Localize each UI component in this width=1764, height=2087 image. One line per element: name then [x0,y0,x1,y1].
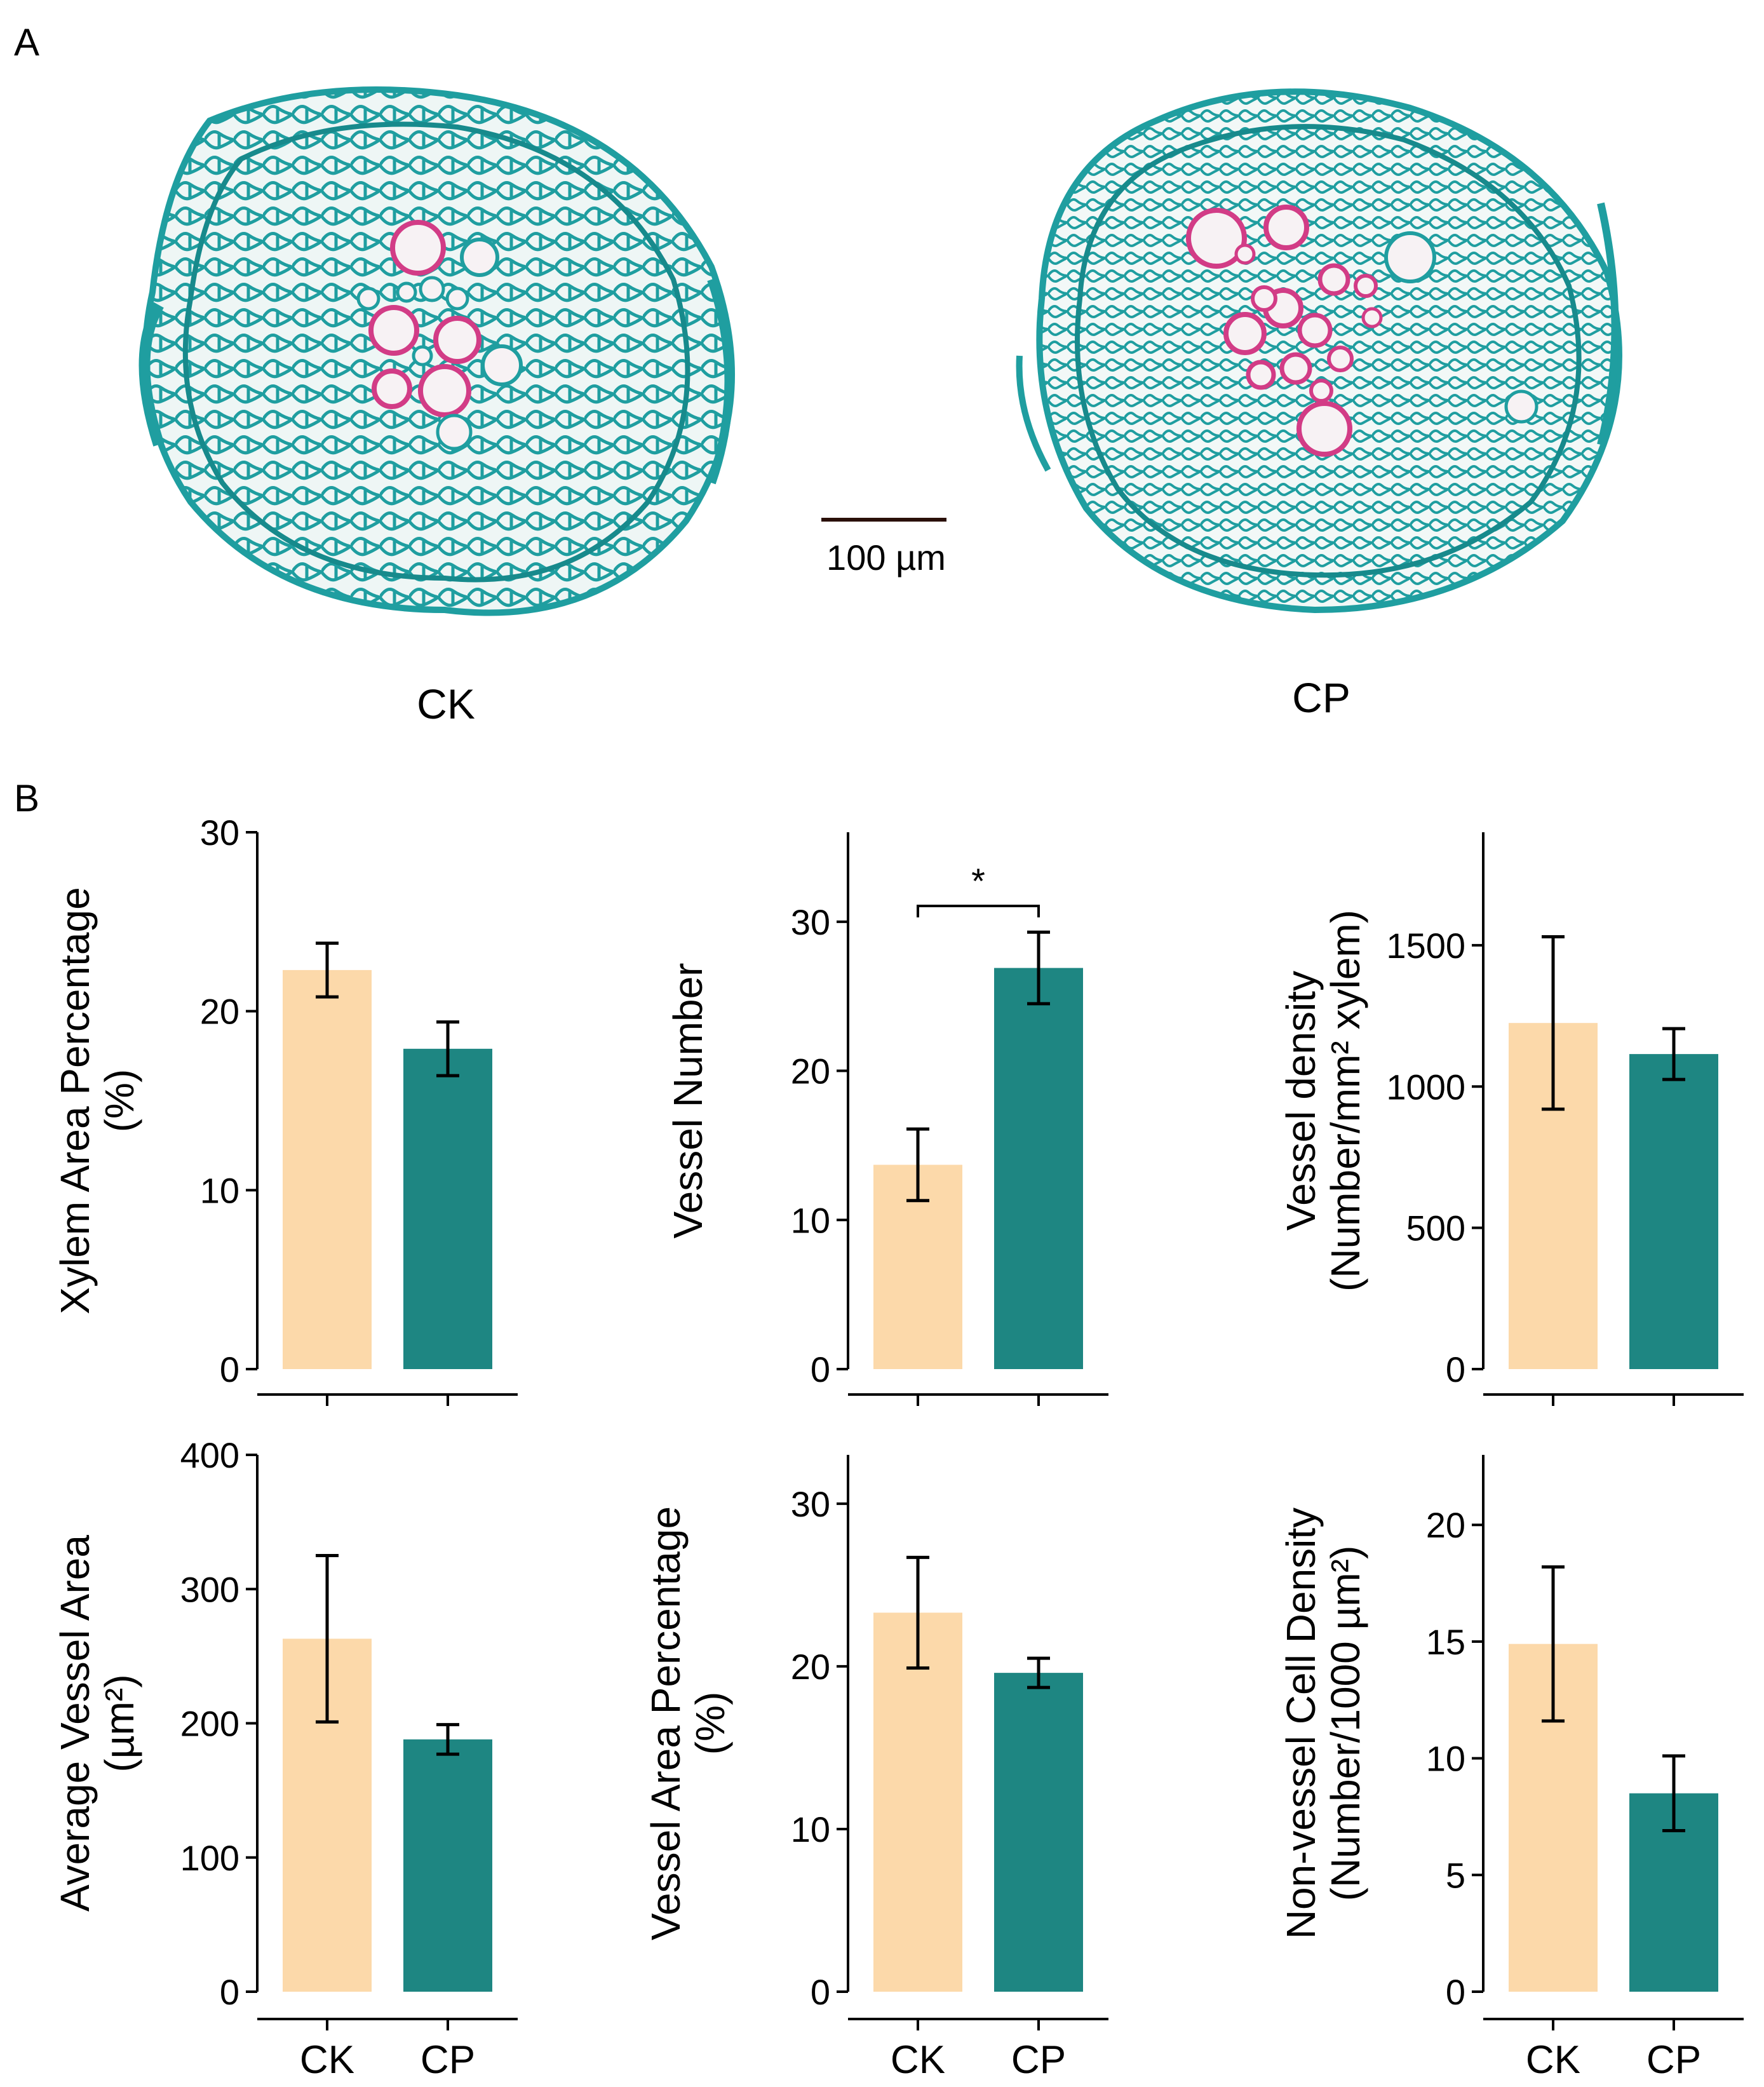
chart-2: 0 10 20 30 * Vessel Number [665,832,1108,1406]
bar-ck [873,1612,962,1992]
panel-b-letter: B [14,777,40,820]
y-axis-label: (%) [97,1069,142,1133]
y-tick-label: 500 [1406,1208,1465,1248]
cp-section-label: CP [1292,674,1350,721]
chart-6: 0 5 10 15 20 CK CP Non-vessel Cell Density(Numb… [1278,1455,1744,2082]
cp-root-section [1016,88,1622,614]
ck-root-section [138,86,735,616]
y-tick-label: 100 [180,1838,239,1878]
significance-bracket [917,905,1040,917]
chart-4: 0 100 200 300 400 CK CP Average Vessel Area(µm²… [52,1435,518,2082]
panel-a-letter: A [14,21,40,64]
y-tick-label: 200 [180,1704,239,1744]
significance-marker: * [971,861,985,901]
chart-5: 0 10 20 30 CK CP Vessel Area Percentage(%) [643,1455,1108,2082]
y-axis-label: Vessel density [1278,971,1324,1231]
y-axis-label: (%) [687,1692,733,1755]
bar-cp [994,968,1083,1369]
y-tick-label: 20 [1426,1505,1465,1545]
y-tick-label: 400 [180,1435,239,1475]
y-tick-label: 10 [1426,1739,1465,1779]
y-tick-label: 0 [220,1349,239,1389]
y-tick-label: 15 [1426,1622,1465,1662]
x-tick-label-ck: CK [891,2038,945,2082]
y-axis-label: (Number/1000 µm²) [1323,1546,1368,1901]
y-axis-label: Non-vessel Cell Density [1278,1508,1324,1939]
y-tick-label: 5 [1446,1855,1465,1895]
chart-1: 0 10 20 30 Xylem Area Percentage(%) [52,813,518,1406]
y-tick-label: 1000 [1386,1067,1465,1107]
bar-cp [403,1048,492,1369]
x-tick-label-cp: CP [1011,2038,1066,2082]
scale-bar-label: 100 µm [826,537,946,577]
y-tick-label: 0 [811,1349,830,1389]
x-tick-label-cp: CP [421,2038,475,2082]
x-tick-label-ck: CK [300,2038,354,2082]
y-tick-label: 0 [1446,1972,1465,2012]
y-tick-label: 10 [791,1809,830,1849]
y-tick-label: 20 [791,1051,830,1091]
y-tick-label: 30 [791,902,830,942]
y-tick-label: 10 [200,1170,239,1210]
y-tick-label: 0 [220,1972,239,2012]
y-axis-label: (µm²) [97,1674,142,1772]
chart-3: 0 500 1000 1500 Vessel density(Number/mm² xy… [1278,832,1744,1406]
bar-ck [283,969,372,1369]
y-tick-label: 0 [811,1972,830,2012]
bar-cp [1629,1054,1718,1369]
ck-section-label: CK [417,680,475,727]
y-tick-label: 1500 [1386,926,1465,966]
y-axis-label: (Number/mm² xylem) [1323,910,1368,1292]
y-axis-label: Vessel Number [665,963,711,1239]
bar-cp [403,1739,492,1992]
y-tick-label: 30 [791,1484,830,1524]
y-axis-label: Xylem Area Percentage [52,887,98,1314]
y-axis-label: Average Vessel Area [52,1535,98,1912]
y-axis-label: Vessel Area Percentage [643,1506,689,1940]
y-tick-label: 10 [791,1200,830,1240]
bar-cp [994,1673,1083,1992]
y-tick-label: 0 [1446,1349,1465,1389]
micrograph-panel [138,86,1622,616]
y-tick-label: 30 [200,813,239,853]
x-tick-label-cp: CP [1646,2038,1701,2082]
y-tick-label: 20 [200,992,239,1032]
x-tick-label-ck: CK [1526,2038,1580,2082]
y-tick-label: 20 [791,1647,830,1687]
y-tick-label: 300 [180,1569,239,1609]
